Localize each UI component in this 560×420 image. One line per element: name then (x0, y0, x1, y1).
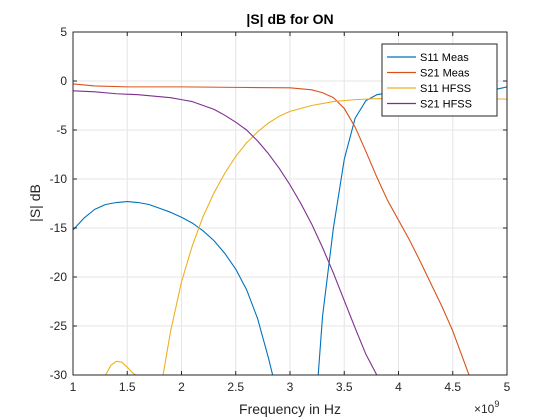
x-tick-label: 4.5 (444, 380, 461, 394)
x-multiplier: ×109 (474, 399, 499, 416)
x-tick-label: 1 (70, 380, 77, 394)
y-tick-label: -5 (56, 123, 67, 137)
x-axis-label: Frequency in Hz (239, 401, 341, 417)
y-tick-label: 5 (60, 25, 67, 39)
x-tick-label: 4 (395, 380, 402, 394)
y-tick-label: 0 (60, 74, 67, 88)
y-tick-label: -30 (50, 368, 68, 382)
x-multiplier-exponent: 9 (494, 399, 499, 409)
x-tick-label: 2 (178, 380, 185, 394)
legend-label-s11-hfss: S11 HFSS (420, 83, 471, 95)
y-axis-label: |S| dB (27, 184, 43, 222)
series-line-s21-meas (73, 83, 470, 375)
series-line-s21-hfss (73, 90, 378, 375)
x-tick-label: 1.5 (119, 380, 136, 394)
y-tick-label: -25 (50, 319, 68, 333)
y-tick-label: -10 (50, 172, 68, 186)
y-tick-label: -15 (50, 221, 68, 235)
legend-label-s21-hfss: S21 HFSS (420, 99, 472, 111)
x-multiplier-base: ×10 (474, 402, 495, 416)
series-line-s11-hfss (105, 97, 507, 375)
legend-label-s21-meas: S21 Meas (420, 68, 470, 80)
tick-marks (72, 31, 508, 376)
x-tick-label: 2.5 (227, 380, 244, 394)
tick-labels: 1 1.5 2 2.5 3 3.5 4 4.5 5 5 0 -5 -10 -15 -20 -25 -30 (50, 25, 511, 394)
legend: S11 Meas S21 Meas S11 HFSS S21 HFSS (381, 43, 498, 117)
x-tick-label: 3.5 (336, 380, 353, 394)
x-tick-label: 5 (504, 380, 511, 394)
series-layer (73, 83, 507, 375)
legend-label-s11-meas: S11 Meas (420, 52, 469, 64)
legend-entries: S11 Meas S21 Meas S11 HFSS S21 HFSS (387, 52, 472, 111)
x-tick-label: 3 (287, 380, 294, 394)
chart-title: |S| dB for ON (246, 11, 333, 27)
y-tick-label: -20 (50, 270, 68, 284)
